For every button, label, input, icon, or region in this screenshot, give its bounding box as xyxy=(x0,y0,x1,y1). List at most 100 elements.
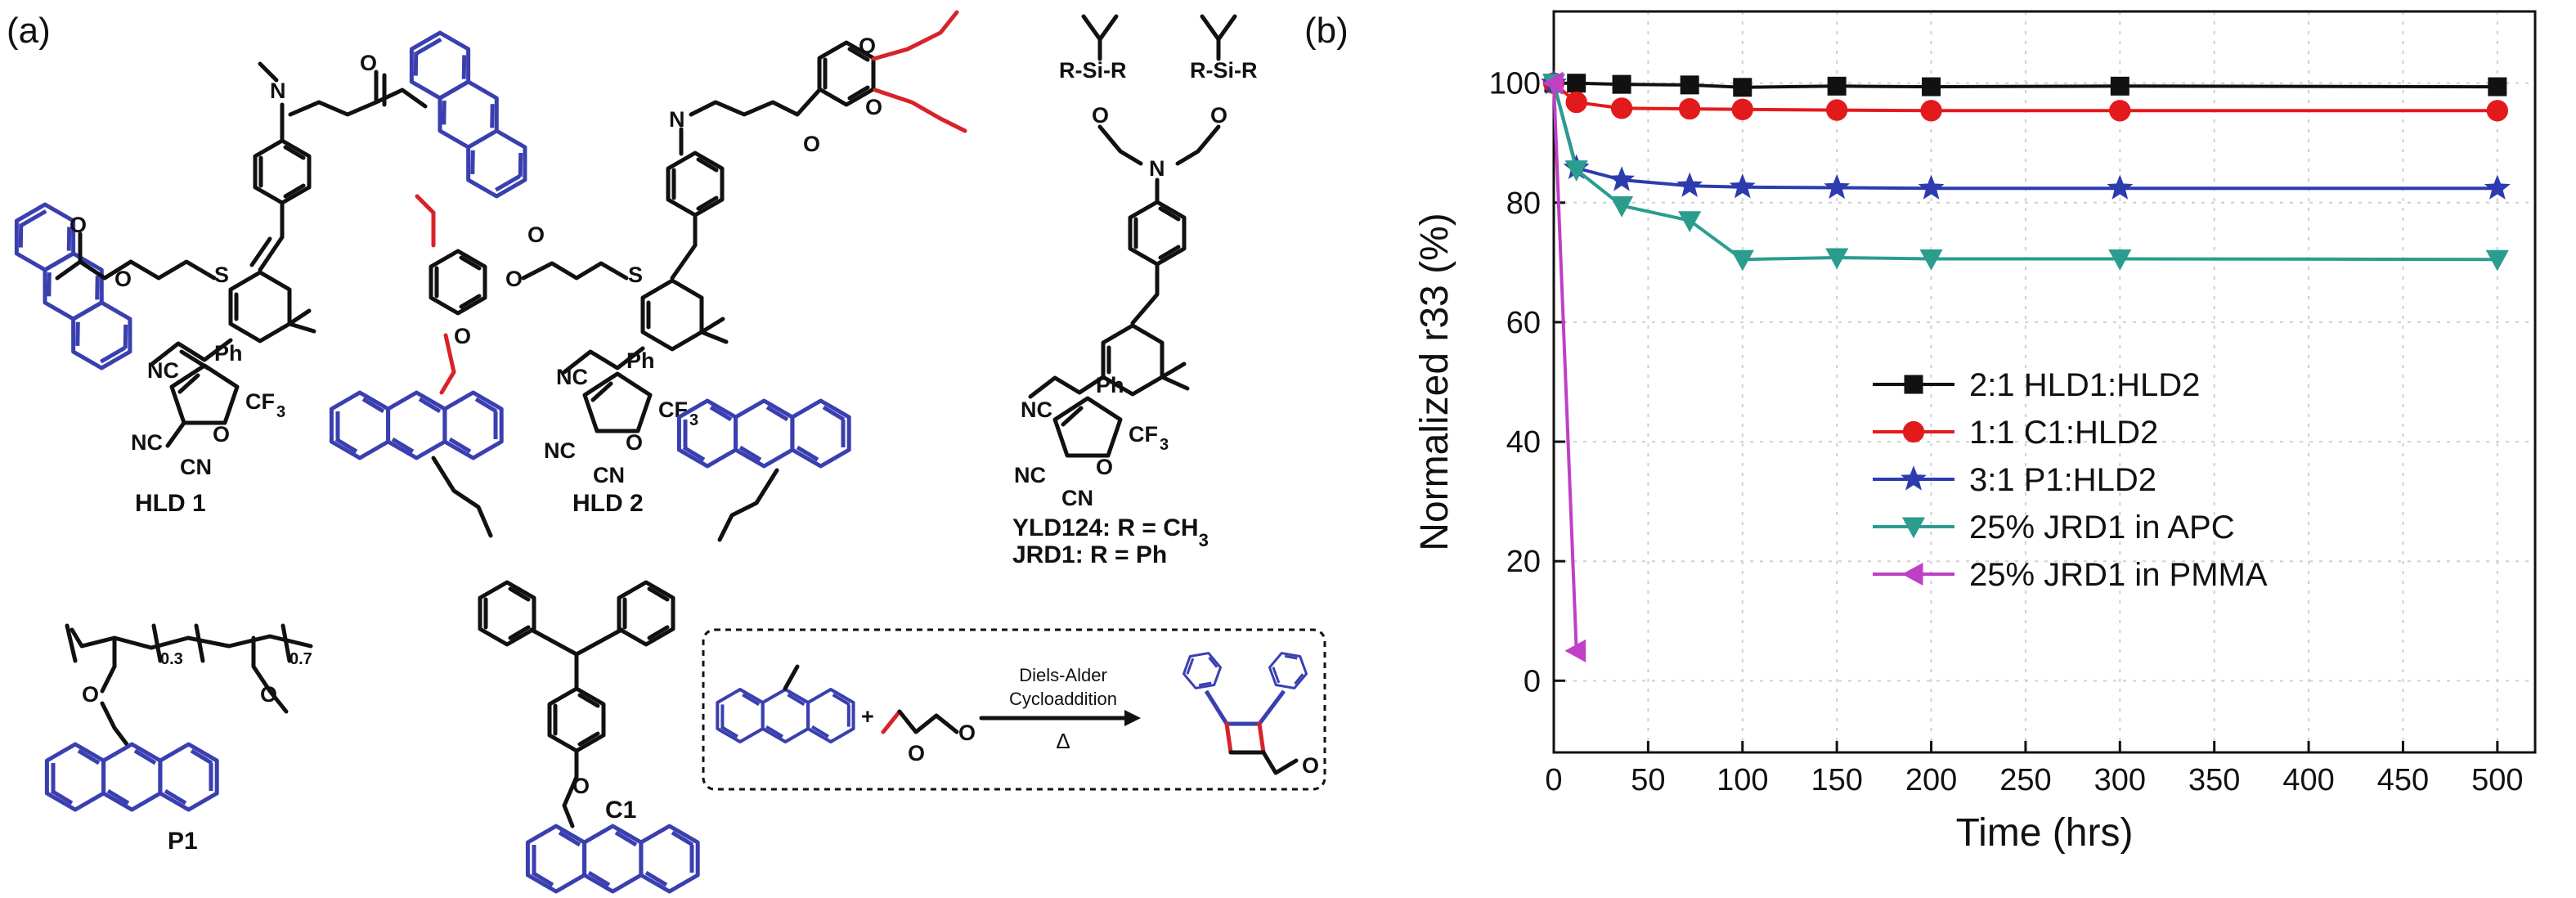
c1-structure: O C1 xyxy=(331,393,849,891)
x-tick-label: 100 xyxy=(1717,763,1768,797)
svg-text:O: O xyxy=(803,132,820,156)
silyl-left-text: R-Si-R xyxy=(1059,58,1127,83)
p1-subscript-0-7: 0.7 xyxy=(289,650,312,668)
hld2-benzene xyxy=(668,153,722,215)
panel-a: (a) O N S O O NC xyxy=(2,10,1326,891)
data-point xyxy=(2484,174,2511,200)
svg-text:Ph: Ph xyxy=(214,341,243,366)
reaction-label-line2: Cycloaddition xyxy=(1009,689,1117,709)
data-point xyxy=(1612,74,1631,94)
y-tick-label: 0 xyxy=(1524,664,1541,698)
yld124-label: YLD124: R = CH3 xyxy=(1012,514,1209,550)
c1-anthracene-bottom xyxy=(527,826,698,891)
svg-text:O: O xyxy=(527,222,545,247)
data-point xyxy=(1678,211,1702,232)
svg-text:O: O xyxy=(1302,753,1319,778)
svg-text:O: O xyxy=(572,774,590,798)
data-point xyxy=(1922,77,1941,97)
svg-text:Ph: Ph xyxy=(1096,373,1124,397)
svg-text:3: 3 xyxy=(1160,436,1169,454)
panel-b: (b) 0 50 100 150 200 250 300 350 400 450 500 0 20 40 6… xyxy=(1304,10,2537,855)
svg-text:O: O xyxy=(260,682,277,707)
jrd1-label: JRD1: R = Ph xyxy=(1012,541,1167,568)
reaction-label-line1: Diels-Alder xyxy=(1019,665,1107,685)
legend-label: 25% JRD1 in APC xyxy=(1969,510,2235,546)
data-point xyxy=(1901,562,1923,586)
plot-frame xyxy=(1552,10,2537,754)
svg-text:NC: NC xyxy=(544,438,576,463)
y-tick-label: 40 xyxy=(1506,425,1541,460)
x-tick-label: 150 xyxy=(1811,763,1862,797)
yld124-furan xyxy=(1055,398,1120,456)
x-tick-label: 450 xyxy=(2377,763,2429,797)
data-point xyxy=(1542,71,1564,95)
legend-item: 2:1 HLD1:HLD2 xyxy=(1873,367,2200,403)
x-axis-label: Time (hrs) xyxy=(1956,811,2134,855)
reaction-anthracene xyxy=(717,689,853,742)
svg-text:S: S xyxy=(628,263,643,287)
svg-text:N: N xyxy=(1149,156,1165,181)
data-point xyxy=(1676,172,1703,197)
svg-text:O: O xyxy=(360,51,377,75)
data-point xyxy=(2485,249,2509,272)
svg-text:CN: CN xyxy=(593,463,625,487)
svg-text:O: O xyxy=(958,721,976,745)
data-point xyxy=(1679,97,1701,120)
data-point xyxy=(1824,173,1851,200)
p1-subscript-0-3: 0.3 xyxy=(160,650,183,668)
data-point xyxy=(2107,174,2134,200)
data-point xyxy=(1564,160,1588,182)
svg-text:3: 3 xyxy=(276,403,285,421)
svg-text:O: O xyxy=(1092,103,1109,128)
svg-text:O: O xyxy=(454,324,471,348)
series-line xyxy=(1552,83,1578,651)
svg-text:CF: CF xyxy=(245,389,275,414)
series-5 xyxy=(1542,71,1586,662)
y-tick-label: 80 xyxy=(1506,186,1541,221)
hld2-structure: O O O N S O O O NC Ph CF 3 O NC xyxy=(415,10,967,517)
y-tick-label: 20 xyxy=(1506,545,1541,579)
reaction-plus: + xyxy=(861,704,874,729)
data-point xyxy=(1729,173,1756,199)
hld2-left-benzene xyxy=(431,251,485,313)
x-tick-label: 400 xyxy=(2282,763,2334,797)
data-point xyxy=(2108,249,2132,271)
panel-b-label: (b) xyxy=(1304,11,1349,51)
reaction-heat: Δ xyxy=(1056,729,1070,753)
legend-label: 1:1 C1:HLD2 xyxy=(1969,415,2158,451)
data-point xyxy=(1567,74,1586,93)
svg-text:NC: NC xyxy=(1021,397,1052,422)
hld1-cyclohexene xyxy=(231,272,289,341)
series-line xyxy=(1552,83,2497,191)
c1-anthracene-left xyxy=(331,393,501,458)
legend-item: 1:1 C1:HLD2 xyxy=(1873,415,2158,451)
panel-a-label: (a) xyxy=(7,11,51,51)
svg-text:NC: NC xyxy=(1014,463,1046,487)
legend-item: 3:1 P1:HLD2 xyxy=(1873,462,2156,498)
y-tick-label: 60 xyxy=(1506,306,1541,340)
legend-label: 25% JRD1 in PMMA xyxy=(1969,557,2268,593)
hld1-anthracene-top xyxy=(397,25,539,204)
legend-item: 25% JRD1 in PMMA xyxy=(1873,557,2268,593)
svg-text:NC: NC xyxy=(147,358,179,383)
y-axis-label: Normalized r33 (%) xyxy=(1413,213,1456,550)
yld124-structure: R-Si-R R-Si-R O O N NC Ph CF 3 O NC CN Y… xyxy=(1012,14,1258,568)
svg-text:O: O xyxy=(505,267,523,291)
hld2-cyclohexene xyxy=(643,281,702,349)
svg-text:O: O xyxy=(114,267,132,291)
data-point xyxy=(1904,375,1923,394)
legend-label: 3:1 P1:HLD2 xyxy=(1969,462,2156,498)
c1-label: C1 xyxy=(605,797,636,824)
svg-text:O: O xyxy=(1096,455,1113,479)
data-point xyxy=(2109,100,2131,122)
adduct-benzene-left xyxy=(1179,646,1225,695)
svg-text:O: O xyxy=(213,422,230,447)
data-point xyxy=(1609,166,1636,191)
hld1-furan xyxy=(172,366,237,423)
x-tick-label: 500 xyxy=(2471,763,2523,797)
p1-label: P1 xyxy=(168,828,198,855)
p1-anthracene xyxy=(47,744,217,810)
legend-label: 2:1 HLD1:HLD2 xyxy=(1969,367,2200,403)
svg-text:CF: CF xyxy=(1129,422,1158,447)
